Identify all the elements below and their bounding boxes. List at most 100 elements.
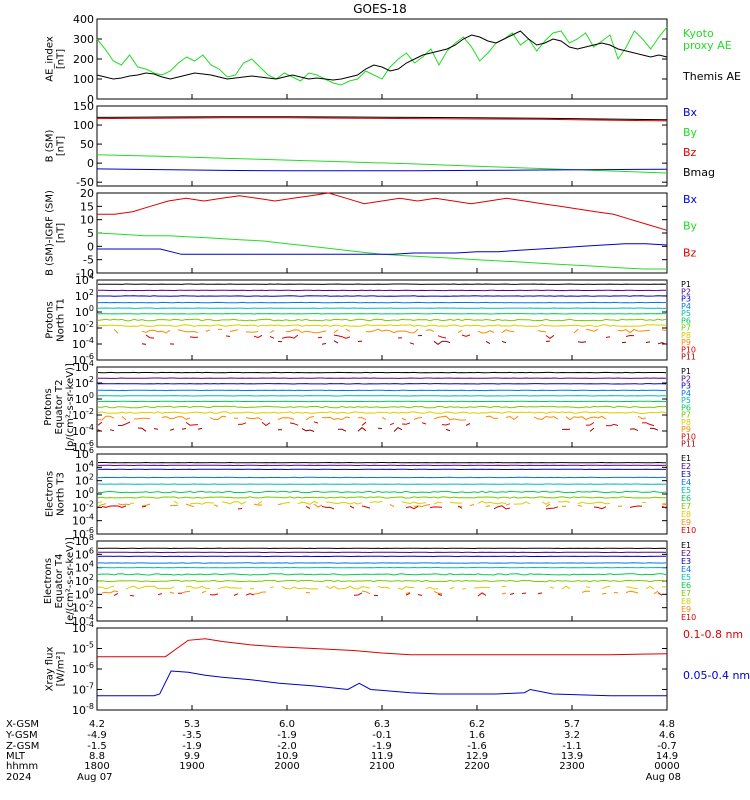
channel-label: E5: [681, 573, 691, 582]
y-tick-label: 10: [80, 214, 94, 227]
legend-label: proxy AE: [683, 39, 732, 52]
x-axis-value: -2.0: [277, 741, 297, 752]
y-tick-label: 100: [73, 73, 94, 86]
y-tick-label: 10-4: [72, 336, 94, 351]
channel-line-e6: [97, 490, 667, 494]
channel-line-p11: [141, 340, 667, 346]
channel-label: P6: [681, 316, 691, 325]
y-tick-label: -50: [76, 176, 94, 189]
channel-label: E4: [681, 478, 691, 487]
channel-label: E10: [681, 613, 696, 622]
y-axis-label: [nT]: [56, 223, 67, 243]
channel-label: P5: [681, 309, 691, 318]
channel-label: P3: [681, 295, 691, 304]
channel-label: E10: [681, 526, 696, 535]
channel-label: E3: [681, 470, 691, 479]
y-axis-label: Protons: [43, 388, 54, 425]
channel-label: E8: [681, 597, 691, 606]
x-axis-value: 2100: [369, 761, 394, 772]
y-tick-label: 100: [75, 486, 94, 501]
y-tick-label: 100: [75, 391, 94, 406]
y-tick-label: 106: [75, 446, 94, 461]
panel-frame: [96, 627, 668, 711]
y-tick-label: 10-6: [72, 352, 94, 367]
x-axis-row-label: X-GSM: [6, 719, 39, 730]
x-axis-value: 4.8: [659, 719, 675, 730]
channel-line-e7: [97, 579, 667, 583]
y-tick-label: 0: [87, 93, 94, 106]
channel-label: P11: [681, 353, 696, 362]
y-axis-label: [W/m²]: [56, 651, 67, 686]
legend-label: By: [683, 220, 698, 233]
y-tick-label: 10-4: [72, 513, 94, 528]
y-tick-label: 10-5: [72, 641, 94, 656]
legend-label: Kyoto: [683, 27, 714, 40]
y-tick-label: 10-2: [72, 407, 94, 422]
y-axis-label: North T1: [56, 298, 67, 342]
channel-label: E6: [681, 494, 691, 503]
y-tick-label: 10-4: [72, 423, 94, 438]
panel-frame: [96, 453, 668, 535]
channel-label: E1: [681, 454, 691, 463]
series-line-kyoto-proxy-ae: [96, 26, 668, 86]
y-tick-label: 15: [80, 200, 94, 213]
channel-label: E1: [681, 541, 691, 550]
legend-label: Themis AE: [682, 70, 741, 83]
channel-line-e10: [101, 505, 667, 510]
panel-frame: [96, 192, 668, 274]
x-axis-value: 4.6: [659, 730, 675, 741]
y-tick-label: 10-7: [72, 682, 94, 697]
channel-label: P7: [681, 324, 691, 333]
x-axis-value: -1.1: [562, 741, 582, 752]
y-axis-label: AE_index: [45, 36, 56, 82]
y-tick-label: 10-2: [72, 320, 94, 335]
channel-label: E6: [681, 581, 691, 590]
channel-line-p10: [98, 422, 662, 426]
y-tick-label: 102: [75, 473, 94, 488]
series-line-bz: [96, 117, 668, 122]
channel-label: E3: [681, 557, 691, 566]
channel-label: E4: [681, 565, 691, 574]
y-axis-label: Protons: [45, 301, 56, 338]
x-axis-value: 11.9: [371, 751, 393, 762]
y-tick-label: 0: [87, 240, 94, 253]
x-axis-value: 10.9: [276, 751, 298, 762]
channel-line-p9: [113, 328, 667, 334]
legend-label: Bmag: [683, 166, 715, 179]
y-tick-label: 10-4: [72, 620, 94, 635]
y-tick-label: 10-6: [72, 439, 94, 454]
channel-line-e7: [97, 496, 666, 499]
y-tick-label: 102: [75, 573, 94, 588]
y-tick-label: 104: [75, 272, 94, 287]
series-line-by: [96, 232, 667, 270]
x-axis-value: 6.0: [279, 719, 295, 730]
x-axis-value: 1.6: [469, 730, 485, 741]
channel-line-p9: [98, 416, 666, 420]
channel-line-e10: [113, 592, 663, 597]
y-tick-label: 100: [75, 586, 94, 601]
x-axis-value: 9.9: [184, 751, 200, 762]
legend-label: 0.05-0.4 nm: [683, 669, 750, 682]
y-tick-label: 104: [75, 359, 94, 374]
channel-label: P8: [681, 331, 691, 340]
y-tick-label: 5: [87, 227, 94, 240]
y-axis-label: [nT]: [56, 49, 67, 69]
channel-line-e9: [101, 590, 659, 595]
series-line-0-05-0-4-nm: [97, 670, 667, 697]
channel-label: P3: [681, 382, 691, 391]
channel-label: E5: [681, 486, 691, 495]
y-tick-label: 20: [80, 187, 94, 200]
legend-label: Bx: [683, 193, 698, 206]
x-axis-value: 1900: [179, 761, 204, 772]
x-axis-value: 8.8: [89, 751, 105, 762]
y-tick-label: 100: [73, 119, 94, 132]
channel-label: E8: [681, 510, 691, 519]
series-line-bx: [97, 243, 668, 255]
